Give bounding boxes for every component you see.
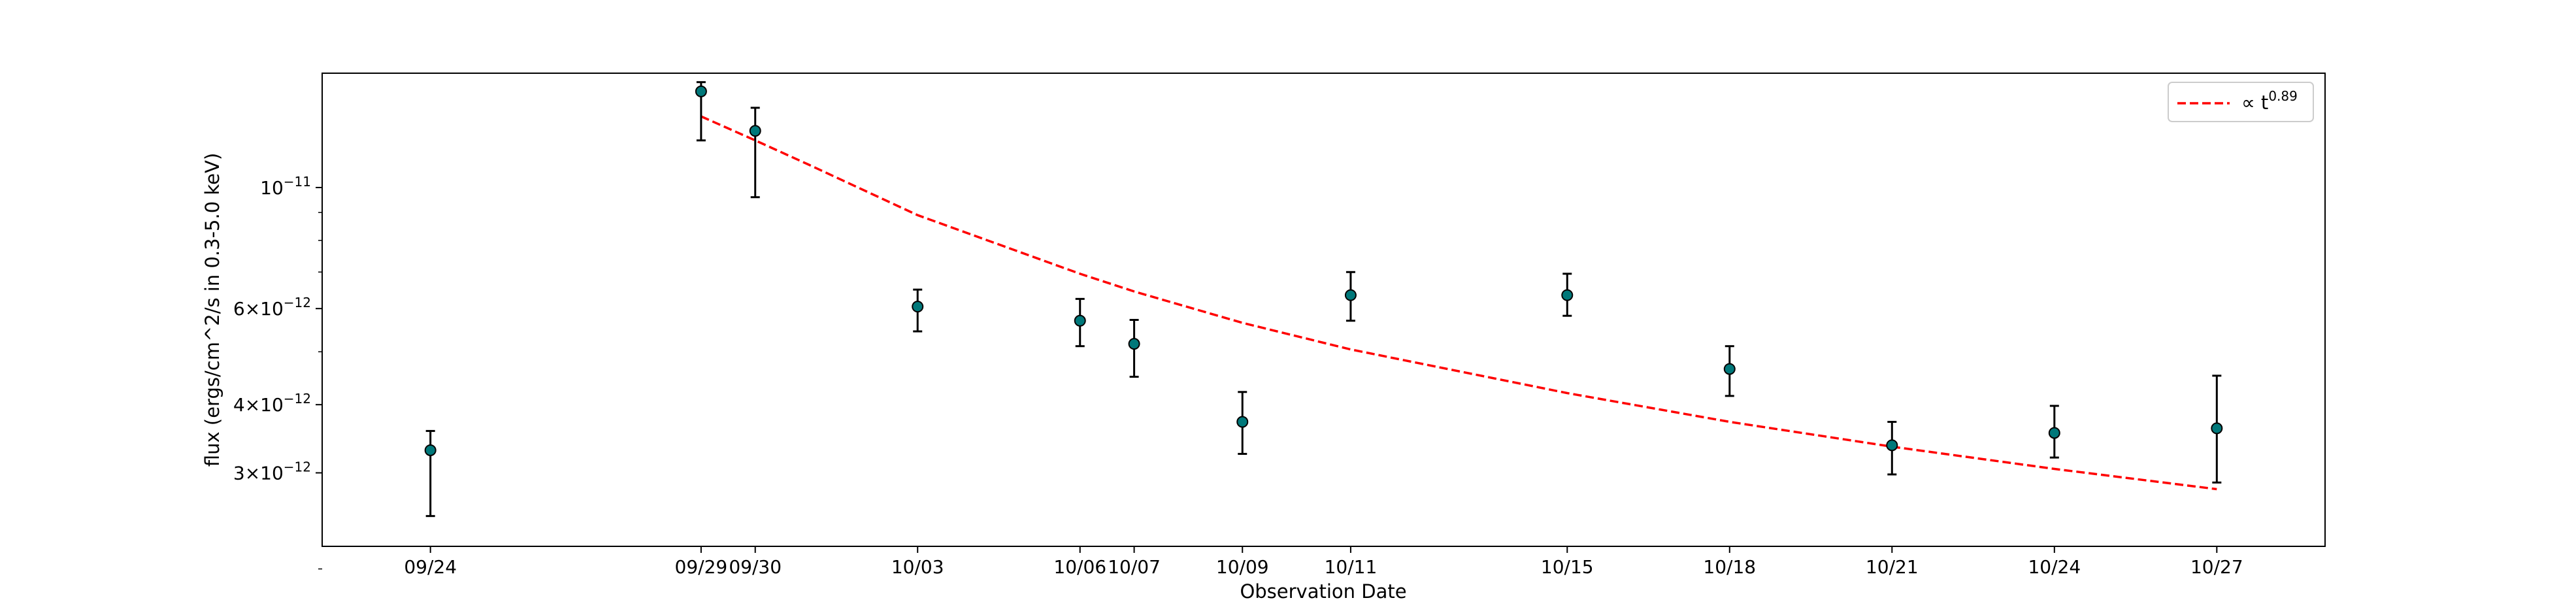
legend: ∝ t0.89 — [2168, 82, 2314, 122]
legend-box — [2168, 82, 2314, 122]
y-tick-mantissa: 6×10 — [233, 298, 284, 320]
x-tick-label-09-29: 09/29 — [675, 556, 728, 578]
x-tick-label-10-21: 10/21 — [1866, 556, 1919, 578]
y-tick-mantissa: 3×10 — [233, 463, 284, 484]
data-point-10-07 — [1128, 338, 1140, 350]
x-tick-label-10-07: 10/07 — [1108, 556, 1161, 578]
y-tick-exponent: −11 — [284, 174, 311, 190]
x-tick-label-10-03: 10/03 — [891, 556, 944, 578]
data-point-10-18 — [1723, 363, 1736, 375]
y-tick-mantissa: 10 — [260, 177, 284, 199]
data-point-10-06 — [1074, 314, 1086, 327]
plot-area-frame — [322, 73, 2326, 547]
y-tick-label-10e11: 10−11 — [260, 174, 311, 199]
data-point-10-11 — [1344, 289, 1357, 301]
y-tick-label-310e12: 3×10−12 — [233, 459, 311, 484]
data-point-10-03 — [912, 301, 924, 313]
x-tick-label-10-15: 10/15 — [1541, 556, 1594, 578]
x-tick-label-10-24: 10/24 — [2028, 556, 2081, 578]
x-tick-label-10-11: 10/11 — [1325, 556, 1378, 578]
data-point-layer — [424, 85, 2223, 456]
x-tick-label-09-24: 09/24 — [404, 556, 457, 578]
y-tick-exponent: −12 — [284, 295, 311, 310]
legend-fit-name: ∝ t — [2241, 91, 2268, 114]
data-point-10-15 — [1561, 289, 1574, 301]
data-point-10-21 — [1886, 439, 1898, 452]
data-point-09-30 — [749, 125, 761, 137]
data-point-10-09 — [1236, 416, 1249, 428]
data-point-09-24 — [424, 444, 437, 456]
data-point-09-29 — [695, 85, 707, 97]
data-point-10-27 — [2211, 422, 2223, 435]
x-axis-title: Observation Date — [1240, 580, 1406, 603]
x-tick-label-10-27: 10/27 — [2190, 556, 2243, 578]
legend-fit-exponent: 0.89 — [2268, 88, 2298, 104]
x-tick-label-10-09: 10/09 — [1216, 556, 1269, 578]
legend-fit-label: ∝ t0.89 — [2241, 88, 2298, 114]
y-tick-exponent: −12 — [284, 391, 311, 406]
y-axis-title: flux (ergs/cm^2/s in 0.3-5.0 keV) — [201, 153, 223, 467]
x-tick-label-10-06: 10/06 — [1053, 556, 1106, 578]
y-tick-mantissa: 4×10 — [233, 394, 284, 416]
x-tick-label-10-18: 10/18 — [1703, 556, 1756, 578]
y-tick-exponent: −12 — [284, 459, 311, 475]
y-tick-label-610e12: 6×10−12 — [233, 295, 311, 320]
y-axis-ticks: 10−116×10−124×10−123×10−12 — [233, 174, 322, 570]
x-axis-ticks: 09/24 09/29 09/30 10/03 10/06 10/07 10/09 10/11… — [404, 546, 2243, 578]
x-tick-label-09-30: 09/30 — [729, 556, 782, 578]
data-point-10-24 — [2048, 427, 2060, 439]
error-bar-layer — [425, 81, 2222, 518]
y-tick-label-410e12: 4×10−12 — [233, 391, 311, 416]
